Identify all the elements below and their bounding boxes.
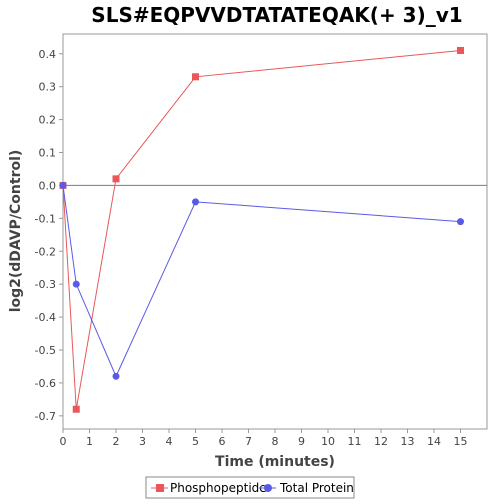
- y-tick-label: -0.6: [35, 377, 56, 390]
- y-tick-label: -0.5: [35, 344, 56, 357]
- x-tick-label: 10: [321, 435, 335, 448]
- data-point-total-protein: [192, 198, 199, 205]
- data-point-phosphopeptide: [73, 406, 80, 413]
- data-point-phosphopeptide: [457, 47, 464, 54]
- x-tick-label: 11: [348, 435, 362, 448]
- x-tick-label: 13: [401, 435, 415, 448]
- y-tick-label: 0.3: [39, 81, 57, 94]
- legend-marker-total-protein: [264, 484, 272, 492]
- x-tick-label: 0: [60, 435, 67, 448]
- y-tick-label: -0.1: [35, 212, 56, 225]
- x-tick-label: 5: [192, 435, 199, 448]
- y-tick-label: -0.2: [35, 245, 56, 258]
- y-tick-label: 0.2: [39, 114, 57, 127]
- data-point-total-protein: [73, 281, 80, 288]
- y-tick-label: 0.0: [39, 179, 57, 192]
- y-tick-label: -0.4: [35, 311, 56, 324]
- chart-title: SLS#EQPVVDTATATEQAK(+ 3)_v1: [91, 3, 462, 27]
- y-tick-label: -0.7: [35, 410, 56, 423]
- data-point-phosphopeptide: [113, 175, 120, 182]
- y-axis-label: log2(dDAVP/Control): [8, 150, 24, 313]
- data-point-phosphopeptide: [192, 73, 199, 80]
- x-tick-label: 14: [427, 435, 441, 448]
- legend: Phosphopeptide Total Protein: [146, 477, 354, 498]
- y-tick-label: -0.3: [35, 278, 56, 291]
- y-tick-label: 0.4: [39, 48, 57, 61]
- x-axis-label: Time (minutes): [215, 454, 335, 470]
- x-tick-label: 6: [219, 435, 226, 448]
- legend-label-phosphopeptide: Phosphopeptide: [170, 481, 267, 495]
- x-tick-label: 7: [245, 435, 252, 448]
- legend-label-total-protein: Total Protein: [279, 481, 354, 495]
- legend-marker-phosphopeptide: [156, 484, 164, 492]
- x-tick-label: 3: [139, 435, 146, 448]
- y-tick-label: 0.1: [39, 147, 57, 160]
- data-point-total-protein: [60, 182, 67, 189]
- data-point-total-protein: [113, 373, 120, 380]
- x-tick-label: 4: [166, 435, 173, 448]
- x-tick-label: 12: [374, 435, 388, 448]
- x-tick-label: 1: [86, 435, 93, 448]
- x-tick-label: 15: [454, 435, 468, 448]
- x-tick-label: 9: [298, 435, 305, 448]
- x-tick-label: 8: [272, 435, 279, 448]
- x-tick-label: 2: [113, 435, 120, 448]
- data-point-total-protein: [457, 218, 464, 225]
- plot-area: [63, 34, 487, 429]
